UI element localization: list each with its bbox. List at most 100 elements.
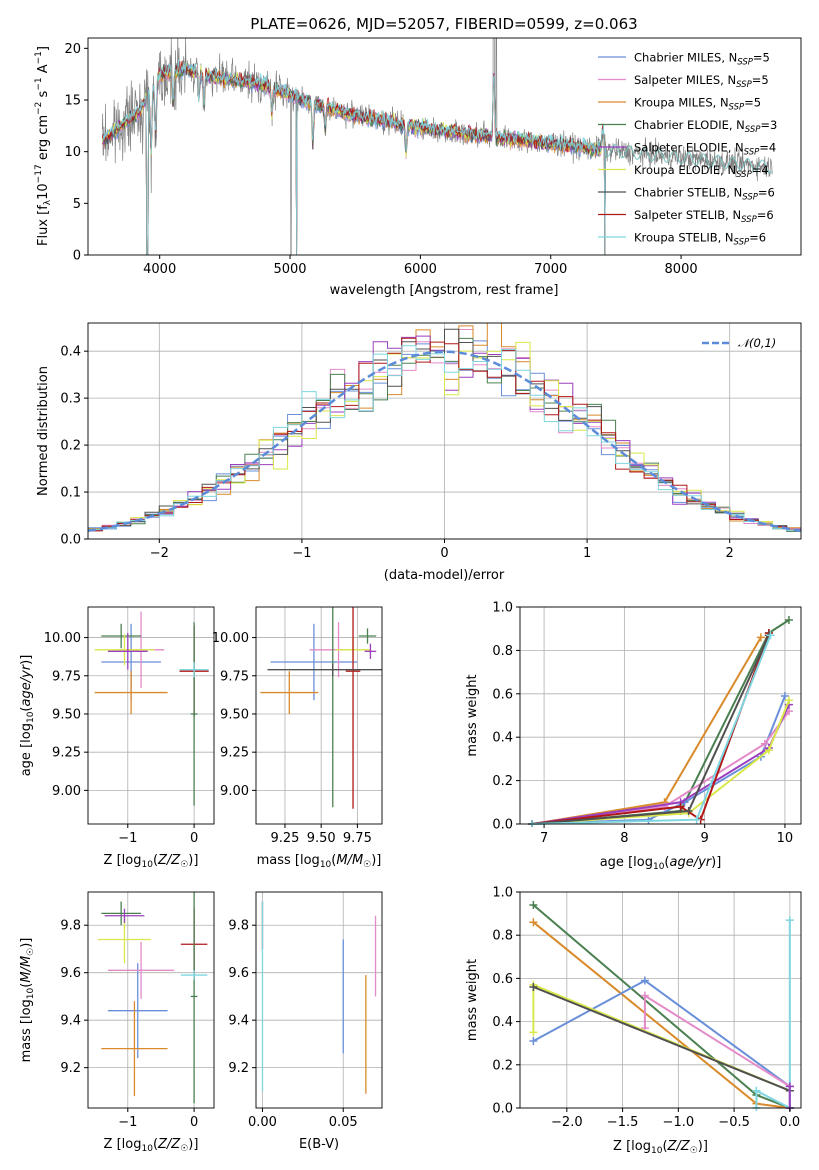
y-tick-label: 9.2 [60,1061,81,1076]
legend-entry: Chabrier ELODIE, NSSP=3 [634,118,777,135]
data-marker [752,1086,761,1095]
error-bars [97,892,208,1104]
error-bar-point [104,908,145,923]
y-tick-label: 9.8 [228,919,249,934]
x-tick-label: −2.0 [551,1115,583,1130]
spectrum-legend: Chabrier MILES, NSSP=5 Salpeter MILES, NS… [598,51,777,248]
x-axis-label: Z [log10(Z/Z☉)] [104,1137,199,1154]
y-tick-label: 15 [64,94,81,109]
error-bar-point [267,663,382,676]
y-tick-label: 0.4 [60,345,81,360]
data-marker [640,976,649,985]
legend-entry: Kroupa MILES, NSSP=5 [634,96,761,113]
y-tick-label: 10 [64,145,81,160]
histogram-ylabel: Normed distribution [36,366,51,496]
axes-frame [255,606,383,825]
error-bar-point [101,1001,168,1097]
x-tick-label: 0.00 [248,1115,277,1130]
data-marker [760,739,769,748]
y-tick-label: 9.50 [220,707,249,722]
y-axis-label: age [log10(age/yr)] [19,655,36,777]
data-marker [756,633,765,642]
data-marker [692,815,701,824]
legend-entry: Kroupa STELIB, NSSP=6 [634,231,766,248]
error-bars [260,607,382,809]
model-spectrum-line [101,65,606,255]
x-tick-label: 0.0 [780,1115,801,1130]
x-tick-label: −0.5 [718,1115,750,1130]
x-tick-label: 0 [440,546,448,561]
mass-weight-line [531,636,762,825]
y-tick-label: 0.3 [60,392,81,407]
x-tick-label: 0 [190,831,198,846]
model-spectrum-line [101,61,606,255]
y-tick-label: 10.00 [212,631,249,646]
error-bar-point [94,634,155,666]
y-axis-label: mass weight [465,674,480,756]
y-tick-label: 9.25 [220,746,249,761]
spectrum-panel: PLATE=0626, MJD=52057, FIBERID=0599, z=0… [34,15,802,298]
mass-weight-lines [529,900,794,1111]
y-tick-label: 0.0 [60,533,81,548]
error-bar-point [107,941,175,999]
data-marker [529,900,538,909]
data-marker [529,983,538,992]
error-bars [94,611,209,806]
x-tick-label: 2 [726,546,734,561]
x-tick-label: 10 [777,831,794,846]
y-tick-label: 0.2 [60,439,81,454]
y-tick-label: 0.6 [492,972,513,987]
y-tick-label: 9.50 [52,707,81,722]
age-vs-metallicity-panel: −1 0 9.00 9.25 9.50 9.75 10.00 Z [log10(Z/Z☉)] a… [19,606,215,870]
legend-entry: Salpeter MILES, NSSP=5 [634,73,769,90]
x-axis-label: Z [log10(Z/Z☉)] [104,853,199,870]
error-bars [261,901,377,1094]
mass-weight-line [755,920,791,1110]
mass-weight-vs-metallicity-panel: −2.0 −1.5 −1.0 −0.5 0.0 0.0 0.2 0.4 0.6 0.8 1.0 Z [… [465,886,802,1156]
y-tick-label: 0.6 [492,687,513,702]
spectrum-lines [101,38,773,255]
legend-entry: Chabrier STELIB, NSSP=6 [634,186,775,203]
x-axis-label: age [log10(age/yr)] [600,855,722,872]
error-bar-point [180,970,208,980]
x-tick-label: −2 [150,546,169,561]
model-spectrum-line [101,61,606,255]
x-axis-label: mass [log10(M/M☉)] [257,853,382,870]
x-tick-label: 9.75 [343,831,372,846]
y-tick-label: 1.0 [492,886,513,901]
y-tick-label: 0.2 [492,1058,513,1073]
error-bar-point [101,901,142,926]
y-tick-label: 0 [73,249,81,264]
y-tick-label: 0.4 [492,1015,513,1030]
spectrum-xlabel: wavelength [Angstrom, rest frame] [330,283,559,298]
x-tick-label: 7 [540,831,548,846]
y-tick-label: 0.2 [492,774,513,789]
y-tick-label: 9.8 [60,919,81,934]
gaussian-legend-label: 𝒩(0,1) [738,336,776,350]
data-marker [784,616,793,625]
x-tick-label: −1 [118,1115,137,1130]
data-marker [529,1028,538,1037]
axes-frame [519,606,802,825]
mass-weight-line [533,986,791,1092]
x-tick-label: 4000 [143,262,176,277]
y-tick-label: 0.0 [492,1102,513,1117]
y-axis-label: mass weight [465,959,480,1041]
histogram-steps [88,323,801,534]
model-spectrum-line [102,64,606,255]
error-bar-point [101,623,142,649]
y-tick-label: 0.4 [492,731,513,746]
data-marker [780,691,789,700]
grid [88,607,214,824]
error-bar-point [94,671,168,714]
model-spectrum-line [101,63,606,255]
model-spectrum-line [101,65,606,255]
legend-entry: Chabrier MILES, NSSP=5 [634,51,770,68]
legend-entry: Kroupa ELODIE, NSSP=4 [634,163,769,180]
y-tick-label: 10.00 [44,631,81,646]
error-bar-point [270,623,358,701]
error-bar-point [345,607,361,809]
mass-vs-metallicity-panel: −1 0 9.2 9.4 9.6 9.8 Z [log10(Z/Z☉)] mass [log1… [19,891,215,1154]
mass-weight-line [531,634,772,825]
